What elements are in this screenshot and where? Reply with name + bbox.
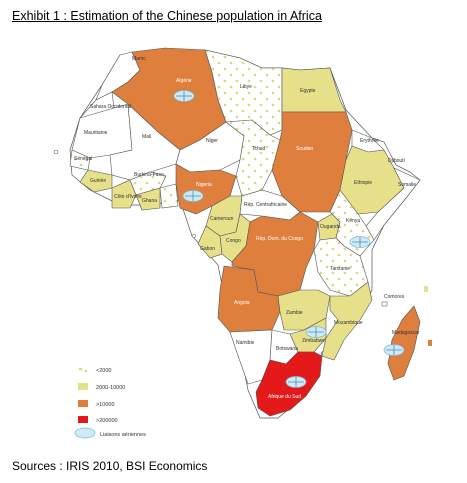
island-seychelles (424, 286, 428, 292)
label-gabon: Gabon (200, 246, 215, 252)
label-botswana: Botswana (276, 346, 298, 352)
label-zambie: Zambie (286, 310, 303, 316)
label-tanzanie: Tanzanie (330, 266, 350, 272)
country-cote-ivoire (111, 179, 137, 209)
label-somalie: Somalie (398, 182, 416, 188)
air-link-icon (349, 236, 371, 248)
country-mozambique (321, 281, 373, 361)
island-sao-tome (191, 233, 197, 239)
label-soudan: Soudan (296, 146, 313, 152)
legend-label-gt10000: >10000 (96, 402, 115, 408)
label-madagascar: Madagascar (392, 330, 420, 336)
label-guinee: Guinée (90, 178, 106, 184)
label-maroc: Maroc (132, 56, 146, 62)
legend-label-air: Liaisons aériennes (100, 432, 146, 438)
label-angola: Angola (234, 300, 250, 306)
label-egypte: Egypte (300, 88, 316, 94)
label-mali: Mali (142, 134, 151, 140)
label-zimbabwe: Zimbabwe (302, 338, 325, 344)
label-cameroun: Cameroun (210, 216, 234, 222)
air-link-icon (305, 326, 327, 338)
label-libye: Libye (240, 84, 252, 90)
label-niger: Niger (206, 138, 218, 144)
label-ouganda: Ouganda (320, 224, 341, 230)
label-namibie: Namibie (236, 340, 255, 346)
legend-item-lt2000: <2000 (78, 366, 111, 374)
country-gabon (197, 225, 223, 259)
figure-title: Exhibit 1 : Estimation of the Chinese po… (12, 9, 322, 23)
label-djibouti: Djibouti (388, 158, 405, 164)
legend: <2000 2000-10000 >10000 >200000 Liaisons… (74, 366, 146, 439)
legend-label-2000-10000: 2000-10000 (96, 385, 125, 391)
air-link-icon (74, 427, 96, 439)
label-sahara: Sahara Occidental (90, 104, 131, 110)
air-link-icon (383, 344, 405, 356)
label-erythree: Erythrée (360, 138, 379, 144)
country-soudan (271, 111, 353, 213)
label-cote-ivoire: Côte d'Ivoire (114, 194, 142, 200)
label-kenya: Kenya (346, 218, 360, 224)
island-cap-vert (53, 149, 59, 155)
country-angola (217, 265, 281, 333)
legend-label-lt2000: <2000 (96, 368, 111, 374)
country-burkina (129, 171, 167, 196)
legend-item-gt10000: >10000 (78, 400, 115, 408)
label-nigeria: Nigeria (196, 182, 212, 188)
country-ghana (135, 187, 161, 211)
air-link-icon (182, 190, 204, 202)
label-afrique-sud: Afrique du Sud (268, 394, 301, 400)
air-link-icon (173, 90, 195, 102)
label-congo: Congo (226, 238, 241, 244)
air-link-icon (285, 376, 307, 388)
label-ethiopie: Ethiopie (354, 180, 372, 186)
label-algerie: Algérie (176, 78, 192, 84)
label-senegal: Sénégal (74, 156, 92, 162)
label-rca: Rép. Centrafricaine (244, 202, 287, 208)
label-ghana: Ghana (142, 198, 157, 204)
island-mauritius (428, 340, 432, 346)
legend-item-2000-10000: 2000-10000 (78, 383, 125, 391)
legend-item-air: Liaisons aériennes (74, 427, 146, 439)
country-togo-benin (159, 183, 179, 209)
legend-item-gt200000: >200000 (78, 416, 118, 424)
label-mozambique: Mozambique (334, 320, 363, 326)
label-mauritanie: Mauritanie (84, 130, 108, 136)
legend-label-gt200000: >200000 (96, 418, 118, 424)
island-comores (381, 301, 388, 307)
label-tchad: Tchad (252, 146, 266, 152)
label-rdc: Rép. Dem. du Congo (256, 236, 303, 242)
label-burkina: Burkina-Faso (134, 172, 164, 178)
country-madagascar (387, 305, 421, 381)
country-guinee (79, 169, 113, 193)
source-note: Sources : IRIS 2010, BSI Economics (12, 459, 208, 473)
label-comores: Comores (384, 294, 405, 300)
